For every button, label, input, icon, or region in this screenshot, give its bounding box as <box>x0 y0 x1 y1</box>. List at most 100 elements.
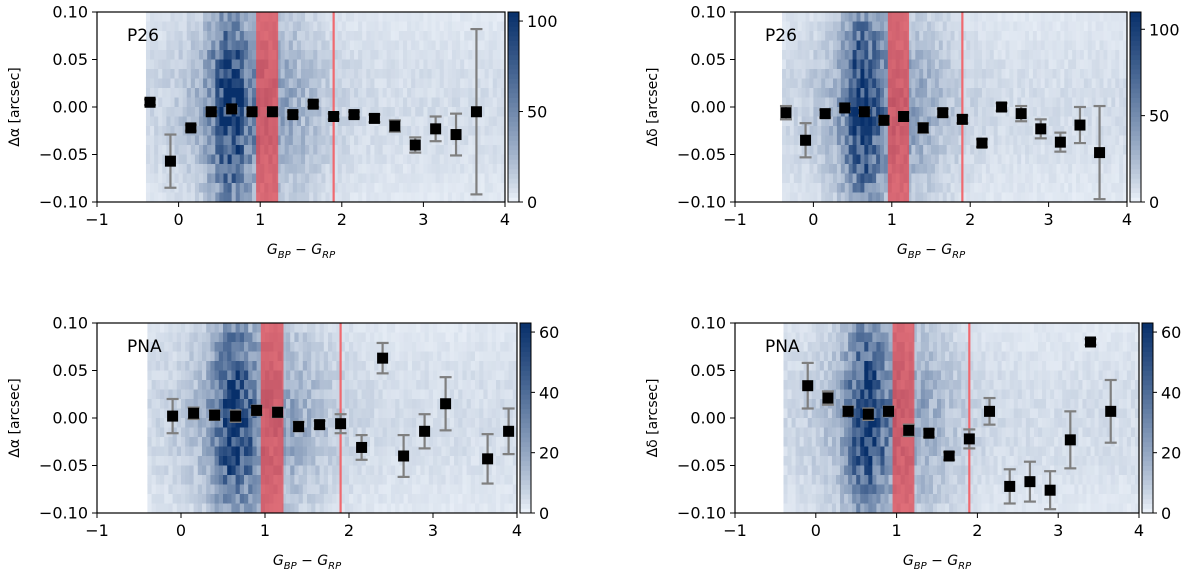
heatmap-cell <box>170 107 176 118</box>
heatmap-cell <box>211 183 216 194</box>
heatmap-cell <box>182 154 188 165</box>
heatmap-cell <box>390 135 396 146</box>
heatmap-cell <box>231 145 237 156</box>
heatmap-cell <box>946 183 952 194</box>
heatmap-cell <box>244 399 249 410</box>
heatmap-cell <box>981 116 987 127</box>
heatmap-cell <box>919 164 924 175</box>
heatmap-cell <box>286 437 291 448</box>
heatmap-cell <box>176 389 182 400</box>
heatmap-cell <box>1123 21 1127 32</box>
heatmap-cell <box>154 50 159 61</box>
heatmap-cell <box>1083 126 1089 137</box>
heatmap-cell <box>919 192 924 202</box>
heatmap-cell <box>985 173 991 184</box>
heatmap-cell <box>296 183 302 194</box>
heatmap-cell <box>456 107 461 118</box>
heatmap-cell <box>1001 12 1007 23</box>
heatmap-cell <box>1099 135 1105 146</box>
heatmap-cell <box>219 21 225 32</box>
heatmap-cell <box>1123 78 1127 89</box>
heatmap-cell <box>1040 164 1046 175</box>
heatmap-cell <box>328 446 333 457</box>
heatmap-cell <box>223 164 229 175</box>
heatmap-cell <box>419 78 424 89</box>
heatmap-cell <box>1072 116 1077 127</box>
heatmap-cell <box>1009 97 1014 108</box>
heatmap-cell <box>231 465 237 476</box>
heatmap-cell <box>199 164 204 175</box>
heatmap-cell <box>480 107 486 118</box>
heatmap-cell <box>215 126 220 137</box>
heatmap-cell <box>817 164 822 175</box>
colorbar-segment <box>508 164 519 170</box>
heatmap-cell <box>1079 164 1085 175</box>
heatmap-cell <box>938 69 944 80</box>
heatmap-cell <box>292 183 298 194</box>
heatmap-cell <box>934 50 940 61</box>
heatmap-cell <box>411 173 416 184</box>
heatmap-cell <box>950 145 956 156</box>
heatmap-cell <box>1068 107 1073 118</box>
heatmap-cell <box>286 465 291 476</box>
heatmap-cell <box>974 12 979 23</box>
heatmap-cell <box>328 389 333 400</box>
data-marker <box>430 123 442 135</box>
heatmap-cell <box>235 97 241 108</box>
data-marker <box>780 107 792 119</box>
heatmap-cell <box>182 97 188 108</box>
heatmap-cell <box>1099 78 1105 89</box>
heatmap-cell <box>411 154 416 165</box>
heatmap-cell <box>319 361 325 372</box>
heatmap-cell <box>1068 12 1073 23</box>
heatmap-cell <box>162 145 167 156</box>
heatmap-cell <box>1025 78 1030 89</box>
heatmap-cell <box>164 503 169 513</box>
heatmap-cell <box>848 97 854 108</box>
heatmap-cell <box>280 154 286 165</box>
heatmap-cell <box>252 389 258 400</box>
heatmap-cell <box>419 21 424 32</box>
heatmap-cell <box>194 145 200 156</box>
heatmap-cell <box>185 361 190 372</box>
heatmap-cell <box>797 116 803 127</box>
heatmap-cell <box>307 427 312 438</box>
heatmap-cell <box>150 135 155 146</box>
heatmap-cell <box>305 164 310 175</box>
heatmap-cell <box>252 351 258 362</box>
heatmap-cell <box>357 427 363 438</box>
heatmap-cell <box>1083 12 1089 23</box>
heatmap-cell <box>176 446 182 457</box>
heatmap-cell <box>151 408 157 419</box>
heatmap-cell <box>1025 192 1030 202</box>
heatmap-cell <box>162 154 167 165</box>
heatmap-cell <box>403 116 408 127</box>
heatmap-cell <box>1119 107 1124 118</box>
heatmap-cell <box>337 69 343 80</box>
heatmap-cell <box>919 97 924 108</box>
heatmap-cell <box>431 173 437 184</box>
heatmap-cell <box>305 126 310 137</box>
heatmap-cell <box>423 145 429 156</box>
heatmap-cell <box>1009 107 1014 118</box>
heatmap-cell <box>460 69 465 80</box>
heatmap-cell <box>336 437 342 448</box>
heatmap-cell <box>456 145 461 156</box>
heatmap-cell <box>329 135 335 146</box>
heatmap-cell <box>199 116 204 127</box>
heatmap-cell <box>189 323 195 334</box>
heatmap-cell <box>248 370 253 381</box>
heatmap-cell <box>942 145 948 156</box>
heatmap-cell <box>349 351 354 362</box>
heatmap-cell <box>989 12 995 23</box>
heatmap-cell <box>223 437 228 448</box>
heatmap-cell <box>210 342 216 353</box>
heatmap-cell <box>307 399 312 410</box>
heatmap-cell <box>472 116 478 127</box>
heatmap-cell <box>247 69 253 80</box>
heatmap-cell <box>833 192 838 202</box>
heatmap-cell <box>1107 78 1112 89</box>
heatmap-cell <box>844 173 850 184</box>
heatmap-cell <box>1036 97 1042 108</box>
